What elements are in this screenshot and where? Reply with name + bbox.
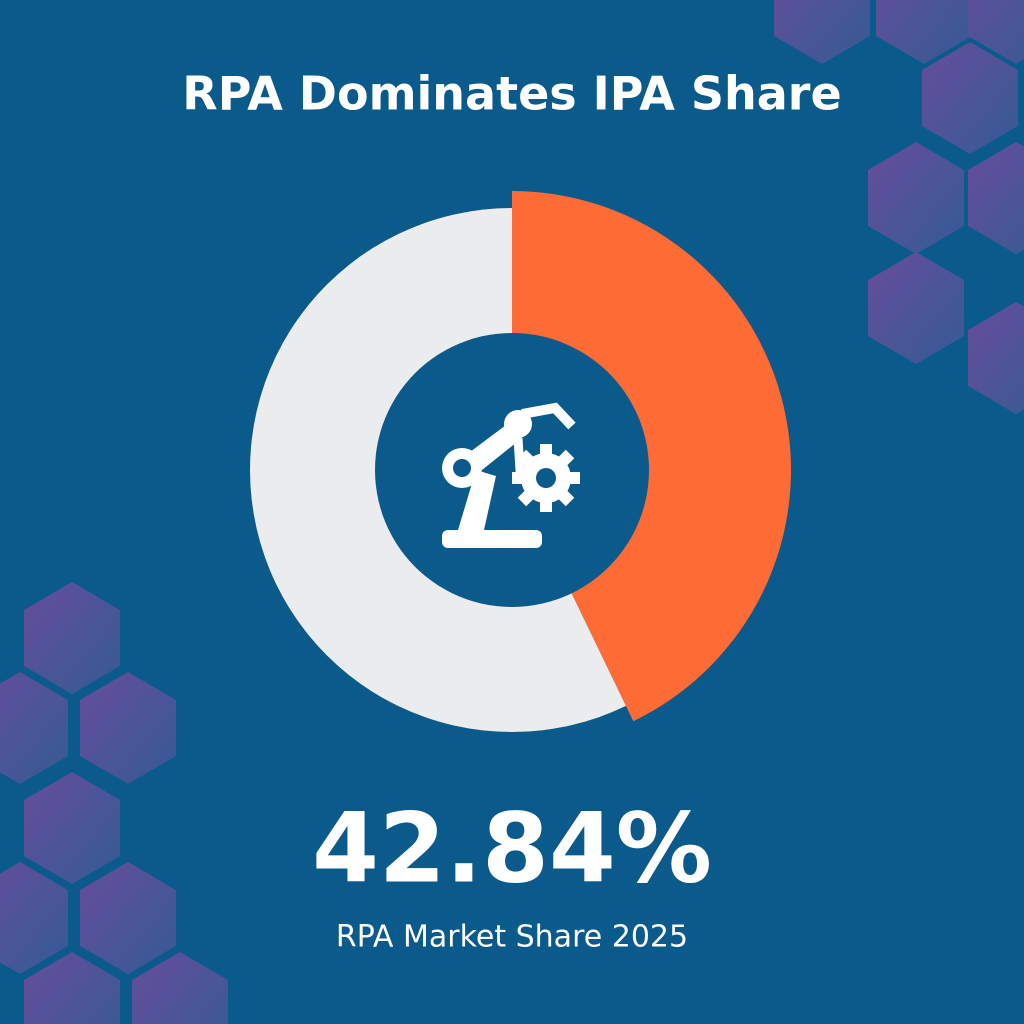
donut-segment bbox=[512, 191, 791, 722]
robot-icon bbox=[442, 402, 580, 548]
donut-segment bbox=[249, 208, 626, 733]
caption: RPA Market Share 2025 bbox=[336, 920, 688, 955]
chart-title: RPA Dominates IPA Share bbox=[182, 67, 841, 121]
value-label: 42.84% bbox=[312, 792, 712, 904]
donut bbox=[249, 191, 791, 733]
